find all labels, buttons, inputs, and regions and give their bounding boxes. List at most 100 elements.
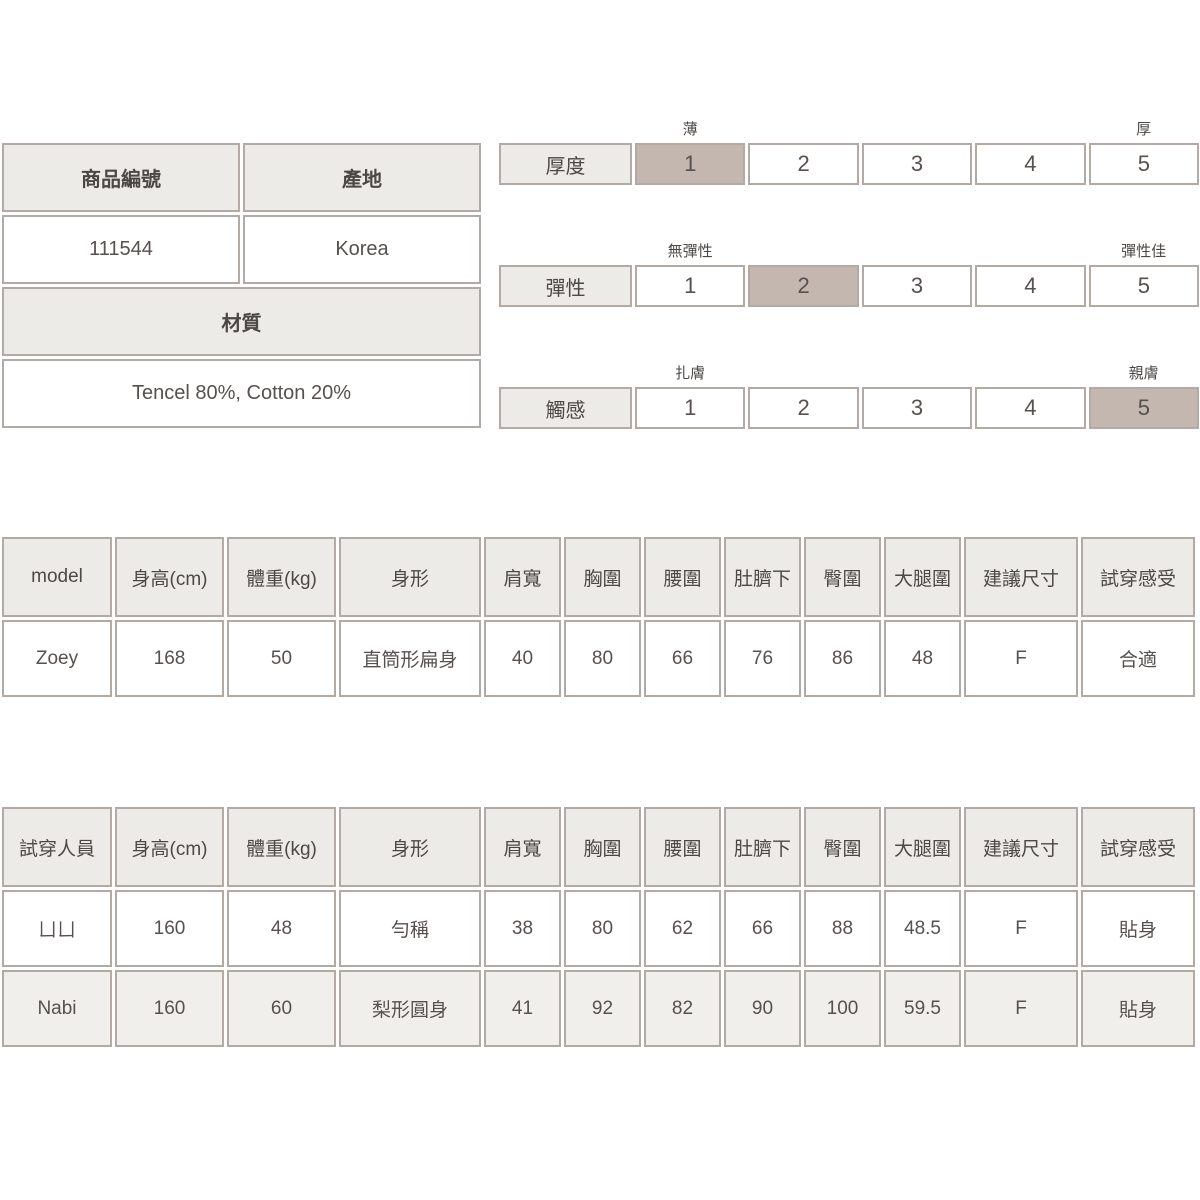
thickness-scale-endpoint-labels: 薄 厚	[499, 116, 1199, 140]
material-value: Tencel 80%, Cotton 20%	[2, 359, 481, 428]
product-code-header: 商品編號	[2, 143, 240, 212]
touch-level-1: 1	[635, 387, 746, 429]
tester1-bust-cell: 80	[564, 890, 641, 967]
thickness-level-3: 3	[861, 143, 973, 185]
product-code-value: 111544	[2, 215, 240, 284]
tester1-thigh-cell: 48.5	[884, 890, 961, 967]
col-header-hip: 臀圍	[804, 807, 881, 887]
model-shoulder-cell: 40	[484, 620, 561, 697]
col-header-belly: 肚臍下	[724, 807, 801, 887]
thickness-level-4: 4	[975, 143, 1086, 185]
thickness-level-2: 2	[748, 143, 859, 185]
elasticity-scale-row: 彈性 1 2 3 4 5	[499, 265, 1200, 307]
model-height-cell: 168	[115, 620, 224, 697]
elasticity-level-5: 5	[1088, 265, 1200, 307]
model-weight-cell: 50	[227, 620, 336, 697]
col-header-model: model	[2, 537, 112, 617]
material-header: 材質	[2, 287, 481, 356]
model-fit-cell: 合適	[1081, 620, 1195, 697]
col-header-thigh: 大腿圍	[884, 537, 961, 617]
col-header-size: 建議尺寸	[964, 537, 1078, 617]
tester1-shoulder-cell: 38	[484, 890, 561, 967]
col-header-waist: 腰圍	[644, 807, 721, 887]
touch-high-label: 親膚	[1128, 365, 1159, 382]
model-thigh-cell: 48	[884, 620, 961, 697]
col-header-hip: 臀圍	[804, 537, 881, 617]
tester1-fit-cell: 貼身	[1081, 890, 1195, 967]
tester2-shoulder-cell: 41	[484, 970, 561, 1047]
elasticity-high-label: 彈性佳	[1121, 243, 1167, 260]
model-name-cell: Zoey	[2, 620, 112, 697]
thickness-scale-name: 厚度	[499, 143, 632, 185]
touch-low-label: 扎膚	[675, 365, 706, 382]
tester1-height-cell: 160	[115, 890, 224, 967]
tester2-thigh-cell: 59.5	[884, 970, 961, 1047]
thickness-high-label: 厚	[1136, 121, 1152, 138]
info-value-row: 111544 Korea	[2, 215, 481, 284]
tester1-hip-cell: 88	[804, 890, 881, 967]
touch-scale-endpoint-labels: 扎膚 親膚	[499, 360, 1199, 384]
material-value-row: Tencel 80%, Cotton 20%	[2, 359, 481, 428]
tester2-name-cell: Nabi	[2, 970, 112, 1047]
model-size-cell: F	[964, 620, 1078, 697]
tester2-weight-cell: 60	[227, 970, 336, 1047]
tester2-belly-cell: 90	[724, 970, 801, 1047]
thickness-scale: 薄 厚 厚度 1 2 3 4 5	[499, 116, 1200, 185]
col-header-weight: 體重(kg)	[227, 807, 336, 887]
tester2-bodyshape-cell: 梨形圓身	[339, 970, 481, 1047]
tester2-size-cell: F	[964, 970, 1078, 1047]
tester1-name-cell: ㄩㄩ	[2, 890, 112, 967]
touch-level-3: 3	[861, 387, 973, 429]
origin-header: 產地	[243, 143, 481, 212]
col-header-weight: 體重(kg)	[227, 537, 336, 617]
model-bust-cell: 80	[564, 620, 641, 697]
tester2-hip-cell: 100	[804, 970, 881, 1047]
tester2-waist-cell: 82	[644, 970, 721, 1047]
model-bodyshape-cell: 直筒形扁身	[339, 620, 481, 697]
model-hip-cell: 86	[804, 620, 881, 697]
tester1-weight-cell: 48	[227, 890, 336, 967]
col-header-height: 身高(cm)	[115, 537, 224, 617]
col-header-shoulder: 肩寬	[484, 537, 561, 617]
elasticity-level-1: 1	[635, 265, 746, 307]
info-header-row: 商品編號 產地	[2, 143, 481, 212]
touch-level-5: 5	[1088, 387, 1200, 429]
col-header-tester: 試穿人員	[2, 807, 112, 887]
touch-level-2: 2	[748, 387, 859, 429]
col-header-bodyshape: 身形	[339, 537, 481, 617]
col-header-thigh: 大腿圍	[884, 807, 961, 887]
elasticity-scale-endpoint-labels: 無彈性 彈性佳	[499, 238, 1199, 262]
elasticity-level-4: 4	[975, 265, 1086, 307]
col-header-size: 建議尺寸	[964, 807, 1078, 887]
tester1-waist-cell: 62	[644, 890, 721, 967]
tester2-fit-cell: 貼身	[1081, 970, 1195, 1047]
col-header-fit: 試穿感受	[1081, 537, 1195, 617]
thickness-level-5: 5	[1088, 143, 1200, 185]
elasticity-scale: 無彈性 彈性佳 彈性 1 2 3 4 5	[499, 238, 1200, 307]
elasticity-scale-name: 彈性	[499, 265, 632, 307]
col-header-fit: 試穿感受	[1081, 807, 1195, 887]
touch-scale-name: 觸感	[499, 387, 632, 429]
col-header-height: 身高(cm)	[115, 807, 224, 887]
tester1-bodyshape-cell: 勻稱	[339, 890, 481, 967]
touch-level-4: 4	[975, 387, 1086, 429]
tester1-size-cell: F	[964, 890, 1078, 967]
touch-scale-row: 觸感 1 2 3 4 5	[499, 387, 1200, 429]
touch-scale: 扎膚 親膚 觸感 1 2 3 4 5	[499, 360, 1200, 429]
col-header-waist: 腰圍	[644, 537, 721, 617]
col-header-bodyshape: 身形	[339, 807, 481, 887]
origin-value: Korea	[243, 215, 481, 284]
col-header-shoulder: 肩寬	[484, 807, 561, 887]
model-waist-cell: 66	[644, 620, 721, 697]
thickness-level-1: 1	[635, 143, 746, 185]
col-header-bust: 胸圍	[564, 807, 641, 887]
tester2-height-cell: 160	[115, 970, 224, 1047]
elasticity-level-3: 3	[861, 265, 973, 307]
tester-measurement-table: 試穿人員 身高(cm) 體重(kg) 身形 肩寬 胸圍 腰圍 肚臍下 臀圍 大腿…	[2, 807, 1195, 1047]
tester1-belly-cell: 66	[724, 890, 801, 967]
col-header-bust: 胸圍	[564, 537, 641, 617]
product-info-table: 商品編號 產地 111544 Korea 材質 Tencel 80%, Cott…	[2, 143, 481, 428]
elasticity-level-2: 2	[748, 265, 859, 307]
material-header-row: 材質	[2, 287, 481, 356]
model-measurement-table: model 身高(cm) 體重(kg) 身形 肩寬 胸圍 腰圍 肚臍下 臀圍 大…	[2, 537, 1195, 697]
